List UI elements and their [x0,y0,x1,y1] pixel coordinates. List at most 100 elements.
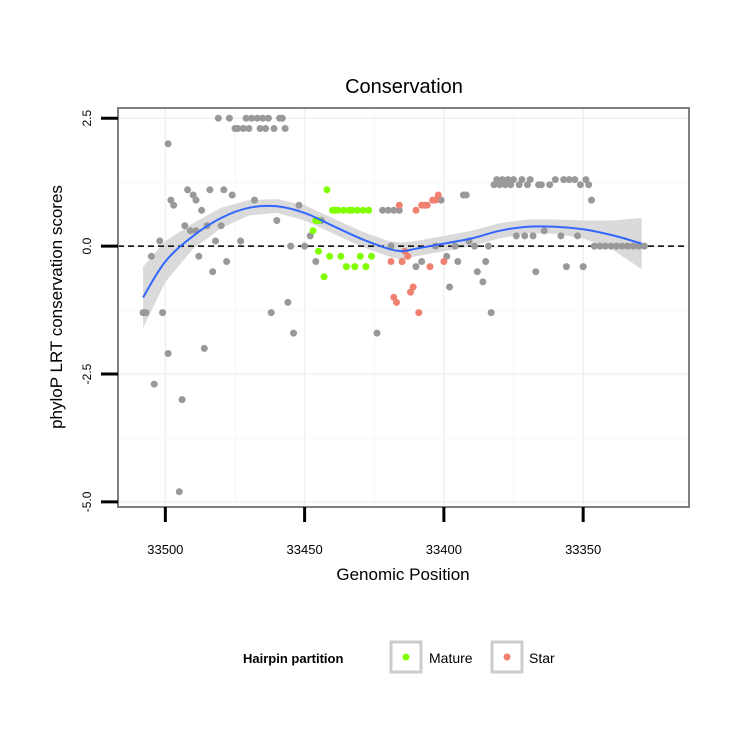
legend: Hairpin partition Mature Star [243,640,555,674]
point-other [306,232,314,240]
data-points [139,114,648,496]
legend-title: Hairpin partition [243,651,343,666]
x-tick-label: 33350 [565,542,601,557]
legend-key-mature [389,640,423,674]
point-other [390,206,398,214]
x-axis: 33500 33450 33400 33350 [147,507,601,557]
legend-label-star: Star [529,650,555,666]
point-other [560,176,568,184]
point-other [498,176,506,184]
point-other [562,263,570,271]
point-other [256,125,264,132]
y-axis-label: phyloP LRT conservation scores [47,185,66,429]
point-other [537,181,545,189]
point-star [426,263,434,271]
legend-dot-mature [402,653,410,661]
point-other [418,258,426,265]
point-other [576,181,584,189]
point-star [440,258,448,265]
point-star [423,201,431,209]
point-other [493,176,501,184]
point-other [523,181,531,189]
legend-dot-star [503,653,511,661]
point-other [526,176,534,184]
point-other [507,181,515,189]
point-other [234,125,242,132]
point-mature [359,206,367,214]
point-other [532,268,540,276]
point-other [454,258,462,265]
confidence-band [143,199,642,328]
point-other [462,191,470,199]
y-tick-label: 2.5 [80,110,94,127]
point-other [253,114,261,122]
point-other [479,278,487,286]
point-other [551,176,559,184]
point-mature [340,206,348,214]
point-other [446,283,453,291]
point-other [512,232,520,240]
point-mature [326,252,334,260]
point-other [142,309,150,317]
point-other [186,227,194,235]
point-other [267,309,275,317]
point-other [278,114,286,122]
point-other [209,268,217,276]
point-other [159,309,167,317]
point-other [546,181,554,189]
plot-area [117,107,690,508]
point-other [228,191,236,199]
point-other [287,242,295,250]
point-other [175,488,183,496]
point-other [290,329,297,337]
point-other [471,242,478,250]
point-other [147,252,155,260]
point-mature [334,206,342,214]
point-other [590,242,598,250]
point-mature [348,206,356,214]
plot-background [118,108,689,507]
point-other [181,222,189,230]
point-other [451,242,459,250]
point-mature [315,247,322,255]
point-other [223,258,231,265]
point-mature [351,263,359,271]
point-other [150,380,158,388]
point-other [273,217,281,224]
smooth-line [142,204,642,298]
point-other [596,242,604,250]
point-other [156,237,164,245]
point-star [415,309,423,317]
point-other [565,176,573,184]
point-other [624,242,632,250]
point-other [629,242,637,250]
x-tick-label: 33450 [287,542,323,557]
point-star [434,191,442,199]
point-other [206,186,214,194]
point-other [214,114,222,122]
point-other [245,125,253,132]
point-other [387,242,395,250]
point-other [225,114,233,122]
y-tick-label: -2.5 [80,363,94,384]
y-axis: 2.5 0.0 -2.5 -5.0 [80,110,118,512]
point-other [198,206,206,214]
point-other [192,196,200,204]
point-other [585,181,593,189]
point-other [557,232,565,240]
point-other [588,196,595,204]
point-other [237,237,245,245]
point-other [473,268,481,276]
point-other [184,186,192,194]
point-other [167,196,175,204]
point-mature [323,186,331,194]
point-other [618,242,626,250]
point-other [443,252,451,260]
point-other [312,258,320,265]
point-other [170,201,178,209]
point-mature [365,206,373,214]
point-other [379,206,387,214]
point-other [613,242,621,250]
point-other [373,329,381,337]
